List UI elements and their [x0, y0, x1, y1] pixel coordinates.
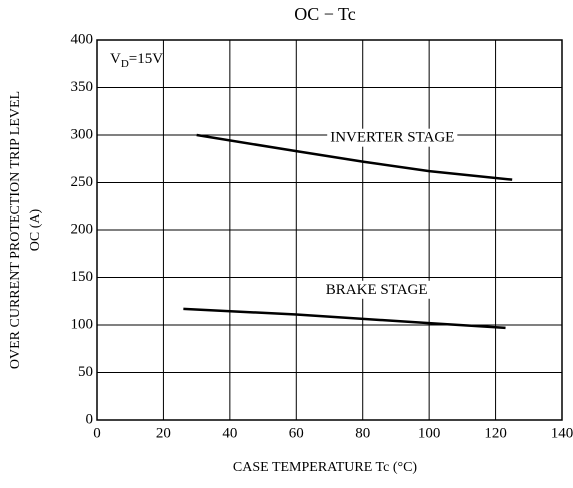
series-label: INVERTER STAGE — [330, 130, 454, 146]
x-axis-label: CASE TEMPERATURE Tc (°C) — [233, 460, 418, 475]
annotation-sub: D — [121, 58, 129, 70]
series-line — [183, 307, 506, 330]
x-tick-label: 60 — [289, 425, 304, 441]
y-tick-label: 150 — [71, 269, 94, 285]
x-tick-label: 100 — [418, 425, 441, 441]
x-tick-label: 120 — [484, 425, 507, 441]
x-tick-label: 0 — [93, 425, 101, 441]
y-axis-label: OC (A) — [28, 208, 43, 251]
annotation-rest: =15V — [129, 51, 163, 67]
y-tick-label: 350 — [71, 79, 94, 95]
y-tick-label: 200 — [71, 221, 94, 237]
series-line — [196, 133, 513, 181]
y-tick-label: 0 — [86, 411, 94, 427]
plot-frame — [96, 39, 563, 421]
x-tick-label: 40 — [222, 425, 237, 441]
chart-title: OC − Tc — [294, 4, 356, 24]
x-tick-label: 80 — [355, 425, 370, 441]
series-label-bg — [322, 280, 431, 299]
series-label: BRAKE STAGE — [326, 282, 428, 298]
y-tick-label: 100 — [71, 316, 94, 332]
y-axis-label: OVER CURRENT PROTECTION TRIP LEVEL — [8, 91, 23, 369]
x-tick-label: 140 — [551, 425, 573, 441]
annotation: VD=15V — [110, 51, 163, 69]
annotation-main: V — [110, 51, 121, 67]
y-tick-label: 50 — [78, 364, 93, 380]
y-tick-label: 300 — [71, 126, 94, 142]
y-tick-label: 400 — [71, 31, 94, 47]
y-tick-label: 250 — [71, 174, 94, 190]
x-tick-label: 20 — [156, 425, 171, 441]
series-label-bg — [327, 128, 458, 147]
